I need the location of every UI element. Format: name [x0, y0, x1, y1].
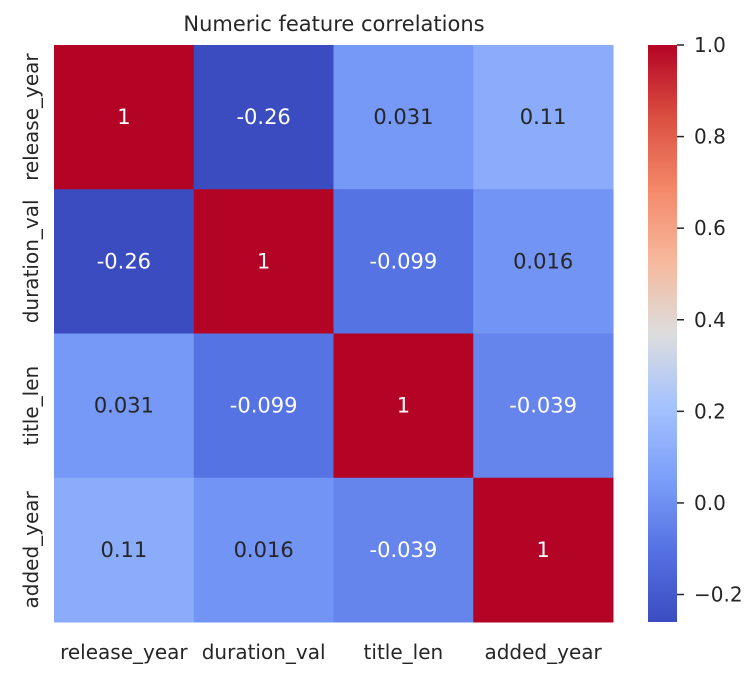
colorbar-tick-label: 0.2 [694, 399, 726, 423]
colorbar-tick-label: 0.0 [694, 491, 726, 515]
cell-annotation: -0.039 [370, 538, 438, 562]
heatmap-cell [333, 477, 474, 623]
cell-annotation: -0.039 [509, 394, 577, 418]
cell-annotation: 0.11 [520, 105, 567, 129]
colorbar-tick-label: 0.6 [694, 216, 726, 240]
cell-annotation: 0.016 [513, 249, 573, 273]
cell-annotation: 1 [536, 538, 549, 562]
column-labels: release_year duration_val title_len added_y… [60, 640, 602, 664]
row-labels: release_year duration_val title_len added_y… [19, 53, 43, 609]
heatmap-cell [193, 45, 334, 190]
cell-annotation: 1 [397, 394, 410, 418]
column-label: added_year [484, 640, 602, 664]
heatmap-cell [54, 45, 195, 190]
heatmap-cell [473, 333, 614, 479]
row-label: duration_val [19, 199, 43, 323]
colorbar-tick-label: 1.0 [694, 33, 726, 57]
column-label: release_year [60, 640, 188, 664]
cell-annotation: 0.031 [373, 105, 433, 129]
heatmap-cell [333, 333, 474, 479]
cell-annotation: -0.099 [370, 249, 438, 273]
heatmap-cell [193, 477, 334, 623]
heatmap-cell [193, 333, 334, 479]
column-label: title_len [364, 640, 444, 664]
row-label: added_year [19, 490, 43, 608]
cell-annotation: -0.26 [236, 105, 290, 129]
heatmap-cell [193, 189, 334, 334]
row-label: title_len [19, 366, 43, 446]
heatmap-cell [54, 189, 195, 334]
cell-annotation: 0.11 [100, 538, 147, 562]
heatmap-cell [54, 477, 195, 623]
colorbar-tick-label: 0.4 [694, 308, 726, 332]
cell-annotation: 0.031 [94, 394, 154, 418]
colorbar-ticks: 1.0 0.8 0.6 0.4 0.2 0.0 −0.2 [677, 33, 743, 607]
heatmap-cell [54, 333, 195, 479]
colorbar-gradient [648, 45, 677, 622]
cell-annotation: 1 [257, 249, 270, 273]
cell-annotation: 1 [117, 105, 130, 129]
cell-annotation: 0.016 [234, 538, 294, 562]
colorbar: 1.0 0.8 0.6 0.4 0.2 0.0 −0.2 [648, 33, 743, 622]
heatmap-cell [473, 189, 614, 334]
heatmap-cell [333, 45, 474, 190]
colorbar-tick-label: −0.2 [694, 583, 743, 607]
column-label: duration_val [202, 640, 326, 664]
heatmap-cell [473, 477, 614, 623]
row-label: release_year [19, 53, 43, 181]
heatmap-cell [473, 45, 614, 190]
chart-title: Numeric feature correlations [183, 12, 484, 36]
cell-annotation: -0.26 [97, 249, 151, 273]
cell-annotation: -0.099 [230, 394, 298, 418]
colorbar-tick-label: 0.8 [694, 125, 726, 149]
heatmap-cells: 1 -0.26 0.031 0.11 -0.26 1 -0.099 0.016 0.031 -0.… [54, 45, 614, 623]
heatmap-cell [333, 189, 474, 334]
